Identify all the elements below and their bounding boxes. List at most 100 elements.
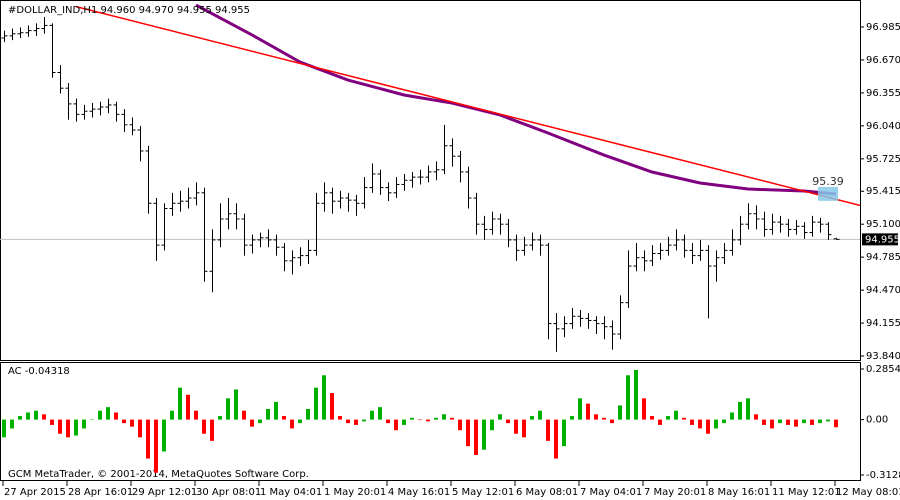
ac-bar <box>626 375 630 420</box>
ohlc-bar <box>57 65 64 94</box>
ac-bar <box>586 403 590 420</box>
x-tick-label: 27 Apr 2015 <box>4 487 66 498</box>
current-price-box <box>862 233 898 246</box>
ohlc-bar <box>9 28 16 41</box>
ohlc-bar <box>305 239 312 264</box>
ohlc-bar <box>1 30 8 43</box>
footer: GCM MetaTrader, © 2001-2014, MetaQuotes … <box>8 469 309 480</box>
x-tick-label: 8 May 16:01 <box>708 487 770 498</box>
y-tick-label: 94.470 <box>866 285 900 296</box>
ohlc-bar <box>193 182 200 206</box>
ac-bar <box>746 398 750 420</box>
ac-bar <box>394 419 398 431</box>
x-tick-label: 4 May 16:01 <box>388 487 450 498</box>
ac-bar <box>282 416 286 420</box>
ac-bar <box>658 419 662 425</box>
ohlc-bar <box>785 218 792 237</box>
ac-bar <box>466 419 470 447</box>
ac-bar <box>338 416 342 420</box>
ohlc-bar <box>313 192 320 256</box>
ohlc-bar <box>137 125 144 162</box>
ac-bar <box>834 419 838 428</box>
ac-bar <box>826 419 830 422</box>
ohlc-bar <box>441 124 448 174</box>
x-tick-label: 1 May 04:01 <box>260 487 322 498</box>
ohlc-bar <box>257 232 264 248</box>
ohlc-bar <box>457 150 464 183</box>
ac-bar <box>538 410 542 420</box>
x-tick-label: 6 May 08:01 <box>516 487 578 498</box>
ac-bar <box>802 419 806 424</box>
x-tick-label: 7 May 04:01 <box>580 487 642 498</box>
ac-bar <box>210 419 214 441</box>
ohlc-bar <box>793 220 800 235</box>
ac-bar <box>418 419 422 421</box>
ohlc-bar <box>657 243 664 260</box>
y-tick-label: 94.155 <box>866 318 900 329</box>
ohlc-bar <box>577 309 584 327</box>
ac-bar <box>602 417 606 420</box>
ac-bar <box>186 394 190 420</box>
ac-bar <box>154 419 158 473</box>
y-tick-label: 0.28546 <box>866 364 900 375</box>
ohlc-bar <box>537 234 544 256</box>
ac-bar <box>130 419 134 427</box>
ac-bar <box>618 405 622 420</box>
ac-bar <box>738 401 742 420</box>
ohlc-bar <box>553 313 560 352</box>
ac-bar <box>178 387 182 420</box>
ac-bar <box>554 419 558 459</box>
ohlc-bar <box>769 213 776 235</box>
ohlc-bar <box>425 165 432 183</box>
ac-bar <box>770 419 774 429</box>
ac-bar <box>450 417 454 420</box>
ohlc-bar <box>233 203 240 230</box>
x-tick-label: 7 May 20:01 <box>644 487 706 498</box>
ohlc-bar <box>649 245 656 267</box>
ac-bar <box>58 419 62 434</box>
x-tick-label: 1 May 20:01 <box>324 487 386 498</box>
ac-bar <box>474 419 478 456</box>
ohlc-bar <box>145 145 152 214</box>
ohlc-bar <box>33 23 40 36</box>
ac-bar <box>402 419 406 425</box>
ohlc-bar <box>489 211 496 235</box>
current-price-label: 94.955 <box>865 234 900 245</box>
ac-bar <box>26 412 30 420</box>
y-tick-label: 96.355 <box>866 88 900 99</box>
ohlc-bar <box>409 171 416 188</box>
ohlc-bar <box>681 234 688 258</box>
ohlc-bar <box>569 307 576 329</box>
ac-bar <box>498 414 502 420</box>
ac-bar <box>490 419 494 431</box>
ac-bar <box>114 412 118 420</box>
ohlc-bar <box>369 163 376 193</box>
ac-bar <box>594 414 598 420</box>
ohlc-bar <box>97 101 104 116</box>
ac-bar <box>386 419 390 424</box>
ohlc-bar <box>673 229 680 251</box>
ohlc-bar <box>337 190 344 209</box>
ohlc-bar <box>49 23 56 78</box>
ohlc-bar <box>153 198 160 261</box>
ac-bar <box>818 419 822 424</box>
ac-bar <box>146 419 150 459</box>
price-panel <box>0 0 861 361</box>
ohlc-bar <box>361 177 368 209</box>
ac-bar <box>234 389 238 420</box>
ohlc-bar <box>401 173 408 191</box>
ohlc-bar <box>833 237 840 240</box>
ac-bar <box>674 410 678 420</box>
ma-label-box <box>818 186 838 201</box>
ac-bar <box>522 419 526 438</box>
y-tick-label: -0.31281 <box>866 470 900 481</box>
ac-bar <box>682 417 686 420</box>
ac-bar <box>362 419 366 422</box>
ohlc-bar <box>545 243 552 340</box>
ac-bar <box>298 419 302 424</box>
ohlc-bar <box>225 198 232 230</box>
ac-bar <box>730 412 734 420</box>
x-tick-label: 5 May 12:01 <box>452 487 514 498</box>
ohlc-bar <box>81 104 88 120</box>
